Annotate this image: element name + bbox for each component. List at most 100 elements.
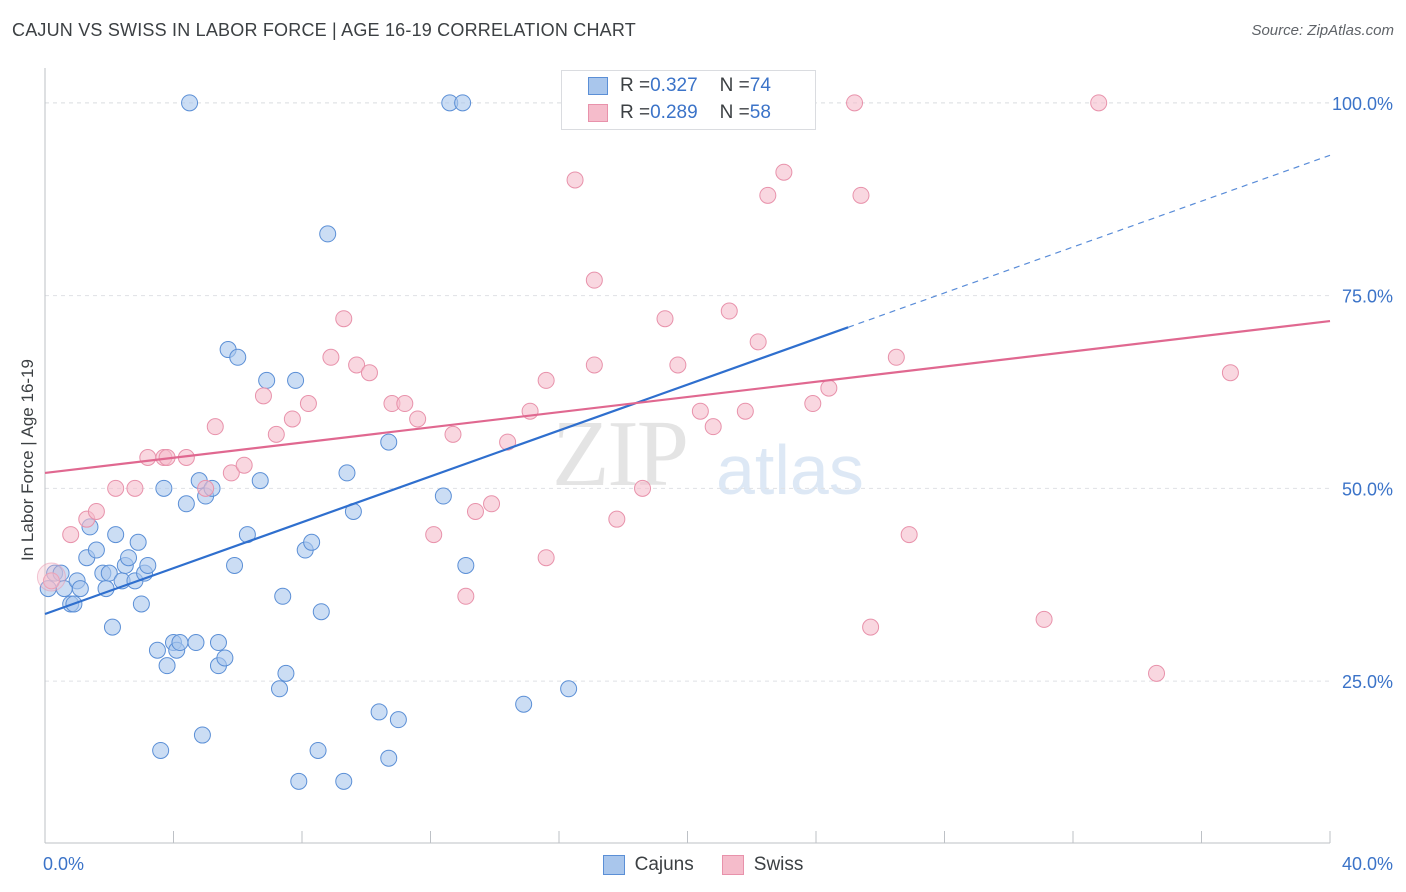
swiss-point [585,271,603,289]
cajun-point [155,479,173,497]
cajun-point [181,94,199,112]
swiss-point [360,364,378,382]
swiss-point [235,456,253,474]
swiss-point [1090,94,1108,112]
cajun-point [303,533,321,551]
chart-title: CAJUN VS SWISS IN LABOR FORCE | AGE 16-1… [12,20,636,40]
swiss-point [720,302,738,320]
swiss-point [222,464,240,482]
cajun-point [434,487,452,505]
swiss-point [537,549,555,567]
cajun-n-value: 74 [749,75,771,96]
swiss-point [669,356,687,374]
stats-legend: R = 0.327 N = 74 R = 0.289 N = 58 [561,70,816,130]
series-legend: Cajuns Swiss [0,852,1406,878]
legend-item-swiss[interactable]: Swiss [721,854,804,876]
swiss-point [483,495,501,513]
source-label: Source: ZipAtlas.com [1251,22,1394,39]
swiss-point [759,186,777,204]
cajun-trend-line [44,326,849,616]
swiss-point [846,94,864,112]
cajun-point [103,618,121,636]
cajun-point [258,371,276,389]
swiss-point [1221,364,1239,382]
swiss-point [299,395,317,413]
swiss-point [887,348,905,366]
swiss-point [466,502,484,520]
swiss-point [107,479,125,497]
stats-legend-cajun: R = 0.327 N = 74 [588,74,771,98]
swiss-point [820,379,838,397]
cajun-point [515,695,533,713]
swiss-point [852,186,870,204]
cajun-trend-extension [847,154,1331,328]
swiss-point [425,526,443,544]
swiss-point [585,356,603,374]
swiss-n-label: N = [719,102,750,123]
cajun-point [209,634,227,652]
swiss-point [566,171,584,189]
cajun-point [380,433,398,451]
swiss-point [197,479,215,497]
swiss-point [62,526,80,544]
x-tick-label-min: 0.0% [43,854,84,874]
cajun-point [457,556,475,574]
cajun-point [274,587,292,605]
cajun-point [107,526,125,544]
cajun-point [370,703,388,721]
cajun-point [287,371,305,389]
y-tick-label: 75.0% [1342,287,1393,307]
cajun-point [148,641,166,659]
cajun-point [251,472,269,490]
swiss-point [322,348,340,366]
stats-legend-swiss: R = 0.289 N = 58 [588,101,771,125]
cajun-point [380,749,398,767]
cajun-point [226,556,244,574]
cajuns-swatch [602,855,625,875]
swiss-point [1035,610,1053,628]
swiss-point [335,310,353,328]
legend-item-cajuns[interactable]: Cajuns [602,854,694,876]
cajun-point [312,603,330,621]
swiss-trend-line [44,319,1331,475]
swiss-point [900,526,918,544]
legend-label-swiss: Swiss [753,854,804,875]
cajun-point [152,741,170,759]
cajun-r-label: R = [620,75,651,96]
legend-label-cajuns: Cajuns [634,854,694,875]
cajun-point [319,225,337,243]
swiss-point [139,449,157,466]
y-tick-label: 100.0% [1332,94,1393,114]
y-tick-label: 50.0% [1342,479,1393,499]
cajun-point [338,464,356,482]
watermark-atlas: atlas [716,431,864,509]
swiss-point [348,356,366,374]
cajun-point [158,657,176,675]
swiss-r-value: 0.289 [650,102,698,123]
cajun-point [309,741,327,759]
swiss-point [537,371,555,389]
swiss-point [749,333,767,351]
cajun-point [229,348,247,366]
cajun-point [139,556,157,574]
swiss-point [126,479,144,497]
swiss-point [499,433,517,451]
swiss-point [87,502,105,520]
swiss-point [444,425,462,443]
swiss-point [634,479,652,497]
swiss-point [656,310,674,328]
swiss-n-value: 58 [749,102,771,123]
cajun-point [177,495,195,513]
cajun-point [560,680,578,698]
y-tick-label: 25.0% [1342,672,1393,692]
swiss-point [804,395,822,413]
cajun-point [335,772,353,790]
swiss-point [736,402,754,420]
cajun-point [277,664,295,682]
cajun-point [271,680,289,698]
swiss-point [704,418,722,436]
cajun-point [132,595,150,613]
x-tick-label-max: 40.0% [1342,854,1393,874]
swiss-legend-swatch [721,855,744,875]
